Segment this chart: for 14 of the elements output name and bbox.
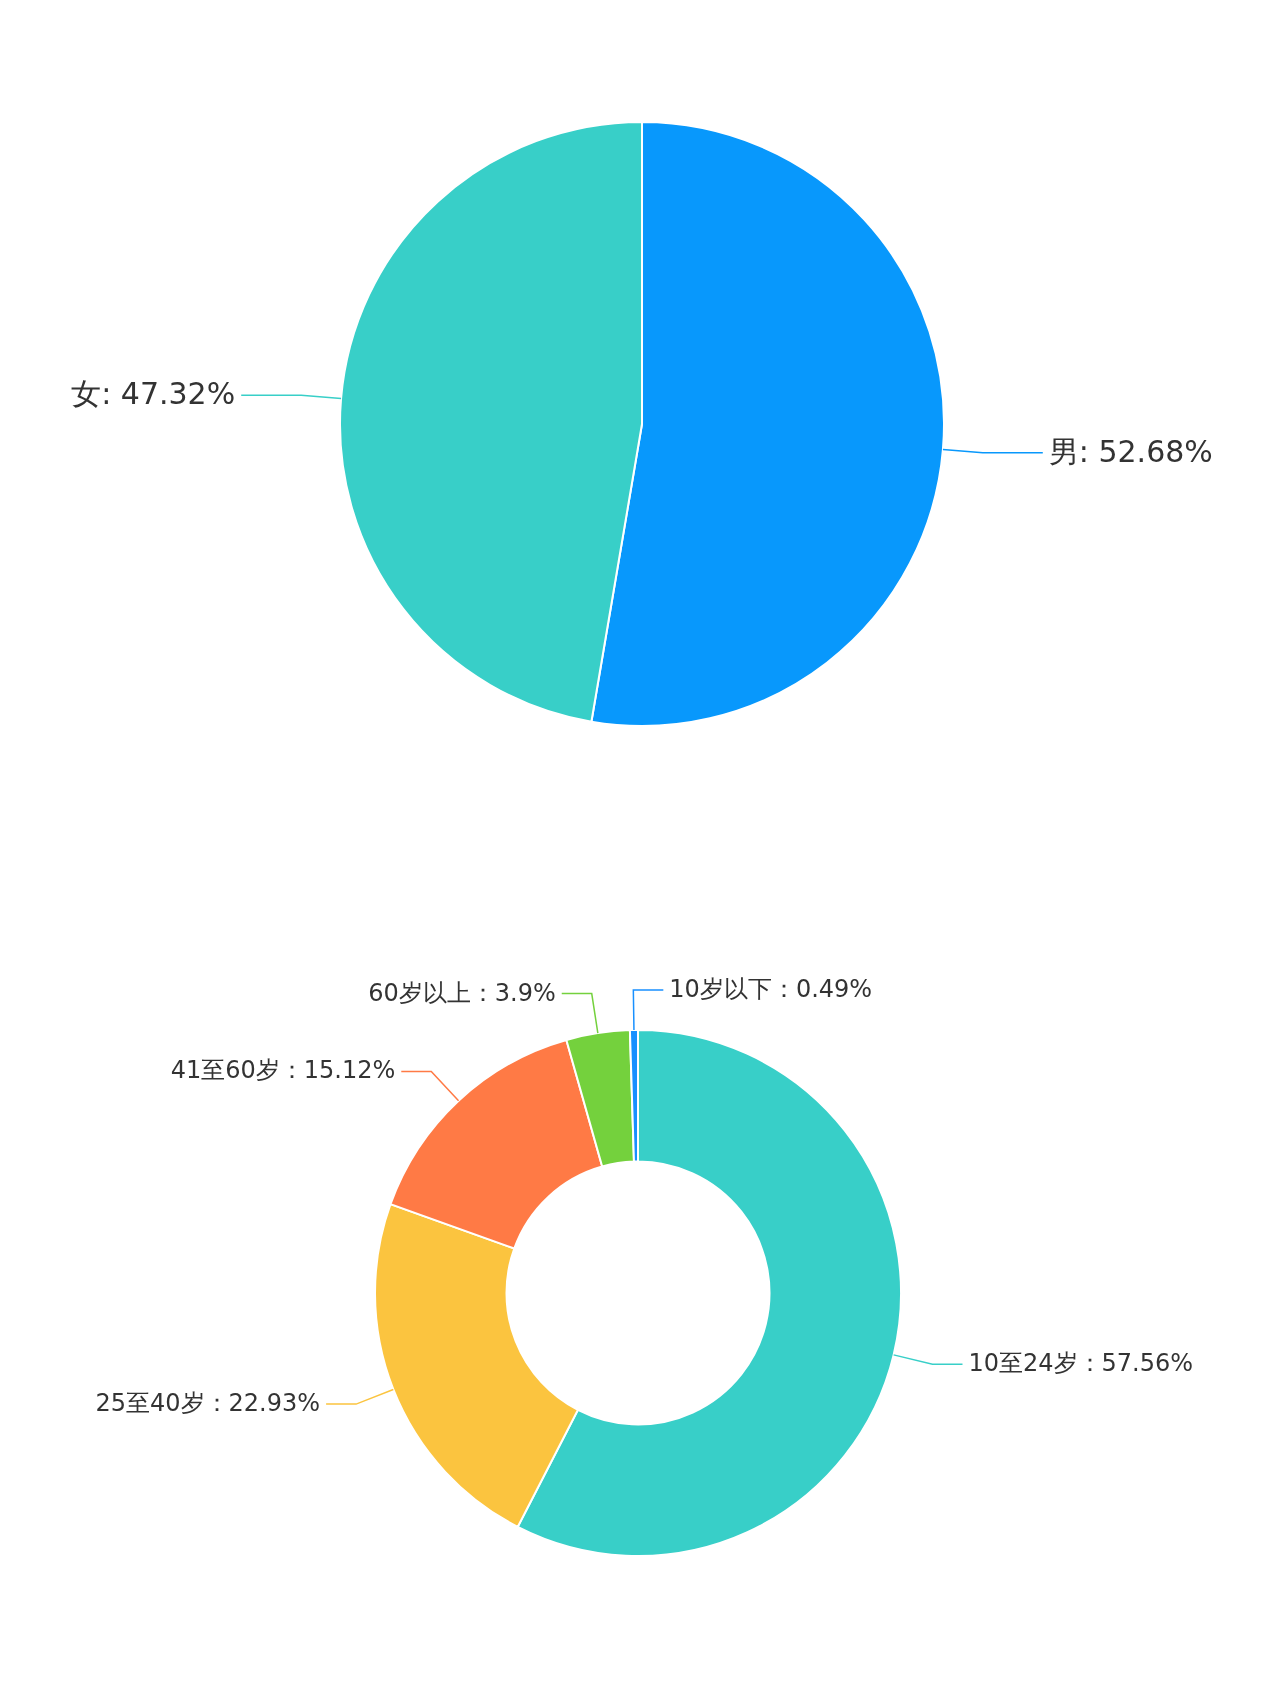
data-label: ：57.56% xyxy=(1077,1349,1194,1378)
slice-label: 10岁以下 xyxy=(669,975,772,1004)
slice-label: 10至24岁 xyxy=(968,1349,1078,1378)
data-label: ：0.49% xyxy=(771,975,873,1004)
slice-label: 25至40岁 xyxy=(95,1389,205,1418)
slice-label: 男 xyxy=(1048,433,1079,469)
data-label: : 52.68% xyxy=(1078,433,1213,469)
data-label: ：3.9% xyxy=(470,978,556,1007)
slice-label: 女 xyxy=(71,375,102,411)
data-label: ：15.12% xyxy=(279,1056,396,1085)
slice-label: 41至60岁 xyxy=(170,1056,280,1085)
data-label: ：22.93% xyxy=(204,1389,321,1418)
data-label: : 47.32% xyxy=(101,375,236,411)
slice-label: 60岁以上 xyxy=(368,978,471,1007)
